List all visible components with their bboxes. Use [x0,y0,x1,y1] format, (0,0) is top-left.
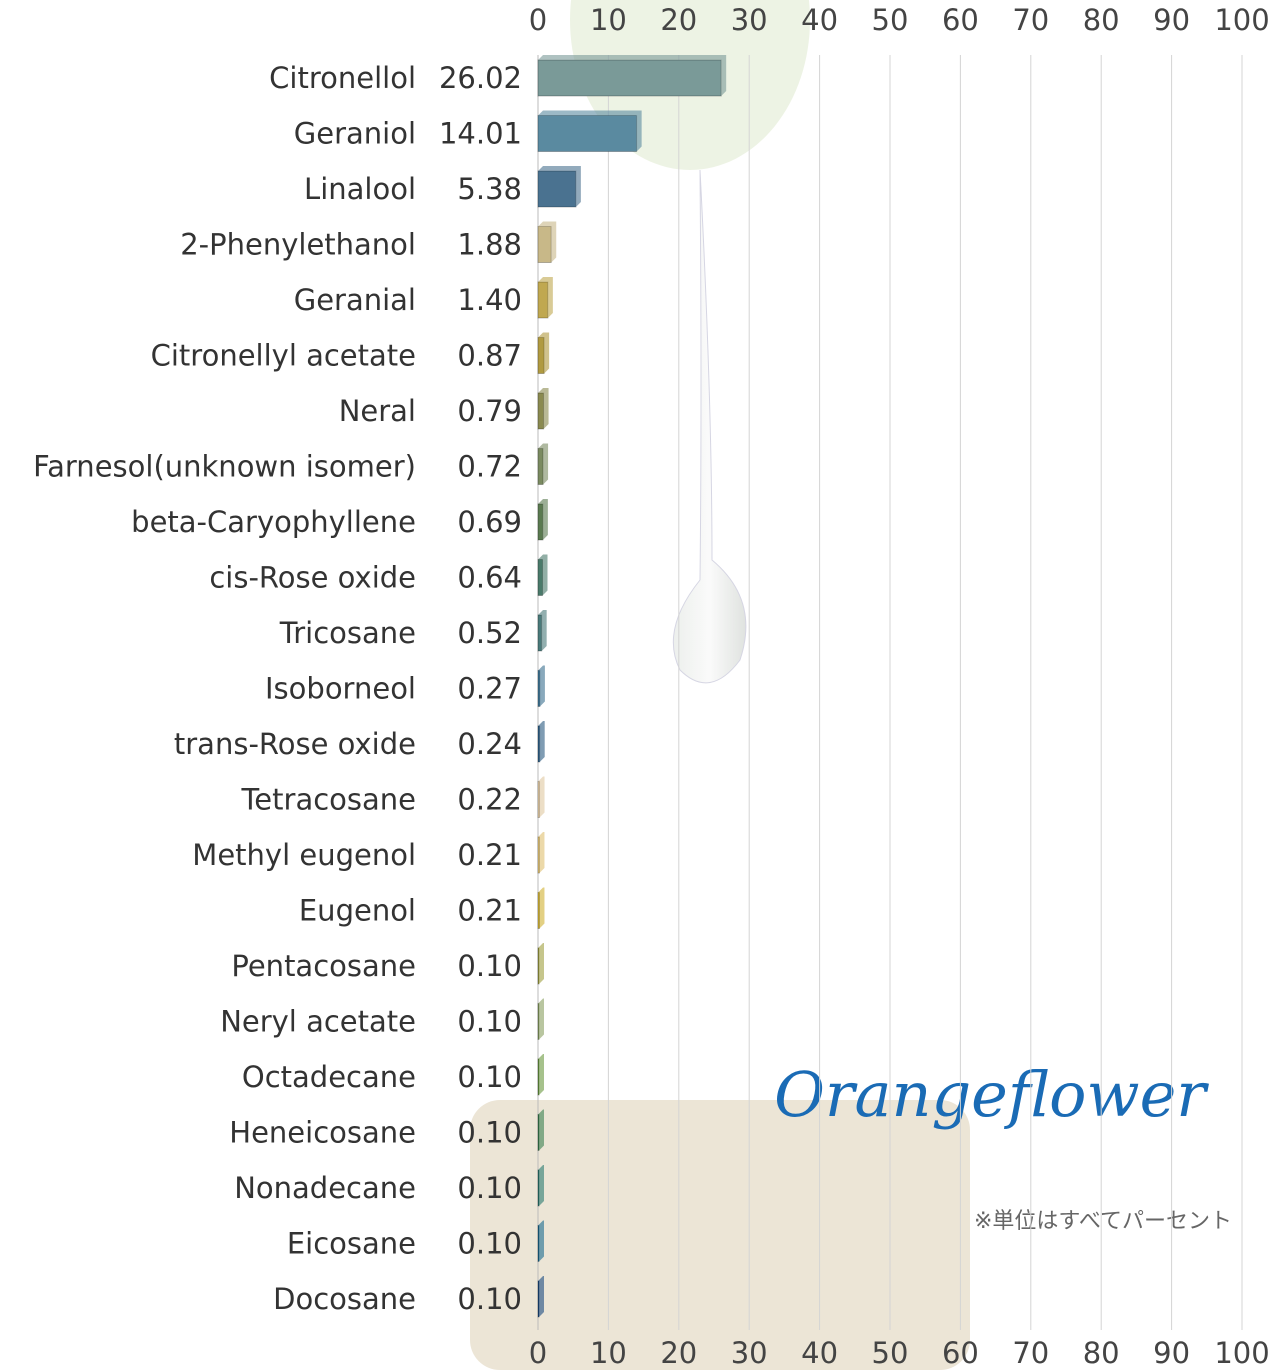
value-label: 0.10 [457,1171,522,1205]
bar [538,671,540,707]
bar [538,504,543,540]
bar [538,1170,539,1206]
category-label: Heneicosane [229,1116,416,1150]
value-label: 1.40 [457,283,522,317]
value-label: 0.10 [457,949,522,983]
category-label: Linalool [304,172,416,206]
bar [538,893,539,929]
value-label: 0.10 [457,1116,522,1150]
category-label: Neral [339,394,416,428]
category-label: Methyl eugenol [192,838,416,872]
bar [538,948,539,984]
value-label: 0.79 [457,394,522,428]
bar [538,227,551,263]
category-label: Citronellol [269,61,416,95]
category-label: Geraniol [294,117,416,151]
x-tick-label-top: 30 [731,3,768,37]
value-label: 14.01 [439,117,522,151]
category-label: Tetracosane [241,783,416,817]
category-label: beta-Caryophyllene [131,505,416,539]
value-label: 0.64 [457,561,522,595]
category-label: trans-Rose oxide [174,727,416,761]
unit-note: ※単位はすべてパーセント [974,1209,1232,1234]
chart: Orangeflower ※単位はすべてパーセント 0 0 10 10 20 20 30 30… [0,0,1283,1370]
bar [538,1004,539,1040]
bar [538,1115,539,1151]
value-label: 0.21 [457,838,522,872]
x-tick-label-bottom: 50 [872,1336,909,1370]
bar [538,171,576,207]
category-label: Citronellyl acetate [151,339,416,373]
x-tick-label-bottom: 40 [801,1336,838,1370]
x-tick-label-bottom: 90 [1153,1336,1190,1370]
x-tick-label-top: 10 [590,3,627,37]
x-tick-label-bottom: 70 [1012,1336,1049,1370]
x-tick-label-top: 80 [1083,3,1120,37]
bar [538,449,543,485]
bar [538,1059,539,1095]
bottle-decoration [470,1100,970,1370]
x-tick-label-top: 90 [1153,3,1190,37]
category-label: Tricosane [279,616,416,650]
bar [538,60,721,96]
value-label: 0.10 [457,1282,522,1316]
value-label: 0.72 [457,450,522,484]
category-label: Geranial [294,283,416,317]
bar [538,726,540,762]
value-label: 0.21 [457,894,522,928]
value-label: 0.87 [457,339,522,373]
value-label: 0.69 [457,505,522,539]
x-tick-label-bottom: 60 [942,1336,979,1370]
x-tick-label-top: 50 [872,3,909,37]
bar [538,615,542,651]
category-label: Eicosane [287,1227,416,1261]
x-tick-label-top: 20 [660,3,697,37]
value-label: 0.10 [457,1227,522,1261]
x-tick-label-bottom: 20 [660,1336,697,1370]
x-tick-label-top: 60 [942,3,979,37]
value-label: 0.52 [457,616,522,650]
value-label: 0.27 [457,672,522,706]
value-label: 0.10 [457,1060,522,1094]
category-label: Octadecane [242,1060,416,1094]
bar [538,116,637,152]
value-label: 26.02 [439,61,522,95]
bar [538,837,539,873]
logo: Orangeflower [774,1058,1209,1131]
category-label: cis-Rose oxide [209,561,416,595]
category-label: Pentacosane [231,949,416,983]
bar [538,1281,539,1317]
x-tick-label-top: 0 [529,3,547,37]
x-tick-label-bottom: 30 [731,1336,768,1370]
value-label: 0.10 [457,1005,522,1039]
x-tick-label-bottom: 80 [1083,1336,1120,1370]
droplet-decoration [673,170,746,683]
x-tick-label-top: 40 [801,3,838,37]
x-tick-label-bottom: 0 [529,1336,547,1370]
bar [538,1226,539,1262]
value-label: 1.88 [457,228,522,262]
category-label: Docosane [273,1282,416,1316]
value-label: 0.22 [457,783,522,817]
value-label: 0.24 [457,727,522,761]
bar [538,560,543,596]
x-tick-label-top: 70 [1012,3,1049,37]
category-label: Nonadecane [234,1171,416,1205]
x-tick-label-bottom: 10 [590,1336,627,1370]
category-label: Eugenol [299,894,416,928]
page: {"chart_data": {"type": "bar", "orientat… [0,0,1283,1370]
bar [538,338,544,374]
category-label: Isoborneol [265,672,416,706]
bar [538,282,548,318]
category-label: Farnesol(unknown isomer) [33,450,416,484]
category-label: 2-Phenylethanol [180,228,416,262]
category-label: Neryl acetate [220,1005,416,1039]
bar [538,782,540,818]
x-tick-label-bottom: 100 [1214,1336,1269,1370]
bar [538,393,544,429]
value-label: 5.38 [457,172,522,206]
x-tick-label-top: 100 [1214,3,1269,37]
